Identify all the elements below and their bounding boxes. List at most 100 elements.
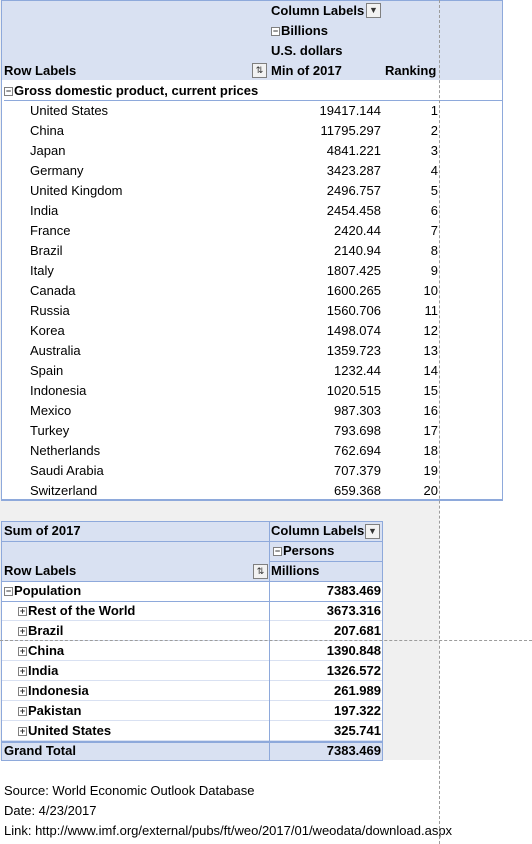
row-labels-header: Row Labels <box>4 63 77 78</box>
rank-cell: 5 <box>430 183 438 198</box>
collapse-icon[interactable]: − <box>273 546 282 557</box>
grand-total-label: Grand Total <box>4 743 76 758</box>
expand-icon[interactable]: + <box>18 626 27 637</box>
column-labels-cell <box>269 521 383 541</box>
gdp-value-cell: 1498.074 <box>326 323 381 338</box>
column-filter-button[interactable]: ▼ <box>366 3 381 18</box>
country-cell: Saudi Arabia <box>30 463 104 478</box>
column-labels-header-2: Column Labels <box>271 523 365 538</box>
t2-line-total <box>1 741 383 743</box>
blank-header-cell <box>1 541 269 561</box>
gdp-pivot-body <box>1 80 503 500</box>
source-note: Source: World Economic Outlook Database <box>4 783 255 798</box>
population-row-divider <box>1 680 383 681</box>
rank-cell: 4 <box>430 163 438 178</box>
gdp-value-cell: 3423.287 <box>326 163 381 178</box>
population-label-text: China <box>28 643 65 658</box>
expand-icon[interactable]: + <box>18 646 27 657</box>
country-cell: Turkey <box>30 423 70 438</box>
population-row-divider <box>1 700 383 701</box>
expand-icon[interactable]: + <box>18 606 27 617</box>
rank-cell: 19 <box>423 463 438 478</box>
gdp-value-cell: 1232.44 <box>334 363 381 378</box>
gdp-value-cell: 659.368 <box>334 483 381 498</box>
population-label-cell[interactable]: + Pakistan <box>18 701 81 721</box>
collapse-icon[interactable]: − <box>271 26 280 37</box>
t2-vline-right <box>382 521 383 761</box>
gdp-value-cell: 1359.723 <box>326 343 381 358</box>
gdp-value-cell: 4841.221 <box>326 143 381 158</box>
population-label-cell[interactable]: + India <box>18 661 58 681</box>
column-labels-header: Column Labels <box>271 3 365 18</box>
rank-cell: 8 <box>430 243 438 258</box>
gdp-value-cell: 1560.706 <box>326 303 381 318</box>
gdp-value-cell: 1807.425 <box>326 263 381 278</box>
t2-line-2 <box>269 561 383 562</box>
collapse-icon[interactable]: − <box>4 86 13 97</box>
t2-line-1b <box>269 541 383 542</box>
persons-group-header[interactable]: − Persons <box>273 543 335 558</box>
link-note[interactable]: Link: http://www.imf.org/external/pubs/f… <box>4 823 453 838</box>
gdp-value-cell: 987.303 <box>334 403 381 418</box>
millions-header: Millions <box>271 563 320 578</box>
rank-cell: 15 <box>423 383 438 398</box>
country-cell: Italy <box>30 263 54 278</box>
column-dropdown-button[interactable]: ▼ <box>365 524 380 539</box>
rank-cell: 6 <box>430 203 438 218</box>
gdp-value-cell: 707.379 <box>334 463 381 478</box>
gdp-value-cell: 11795.297 <box>320 123 382 138</box>
country-cell: Spain <box>30 363 64 378</box>
collapse-icon[interactable]: − <box>4 586 13 597</box>
country-cell: Switzerland <box>30 483 98 498</box>
rank-cell: 2 <box>430 123 438 138</box>
row-filter-button[interactable]: ⇅ <box>252 63 267 78</box>
gdp-value-cell: 2454.458 <box>326 203 381 218</box>
population-label-text: United States <box>28 723 112 738</box>
row-labels-cell <box>1 561 269 581</box>
population-value-cell: 197.322 <box>334 703 381 718</box>
population-label-cell[interactable]: + United States <box>18 721 111 741</box>
rank-cell: 7 <box>430 223 438 238</box>
gdp-group-row[interactable]: − Gross domestic product, current prices <box>4 81 503 101</box>
population-label-cell[interactable]: + Rest of the World <box>18 601 135 621</box>
date-note: Date: 4/23/2017 <box>4 803 97 818</box>
country-cell: Germany <box>30 163 84 178</box>
expand-icon[interactable]: + <box>18 706 27 717</box>
country-cell: France <box>30 223 71 238</box>
row-filter-button-2[interactable]: ⇅ <box>253 564 268 579</box>
population-pivot-table: Sum of 2017 Column Labels ▼ − Persons Row… <box>1 521 383 761</box>
rank-cell: 9 <box>430 263 438 278</box>
rank-cell: 1 <box>430 103 438 118</box>
pane-bottom <box>0 760 440 844</box>
unit-group-header[interactable]: − Billions <box>271 23 328 38</box>
country-cell: Japan <box>30 143 66 158</box>
gdp-value-cell: 1600.265 <box>326 283 381 298</box>
population-label-text: Rest of the World <box>28 603 136 618</box>
country-cell: United Kingdom <box>30 183 123 198</box>
population-label-cell[interactable]: + China <box>18 641 64 661</box>
rank-cell: 11 <box>424 303 439 318</box>
t2-line-1 <box>1 541 269 542</box>
population-row-divider <box>1 720 383 721</box>
population-label-cell[interactable]: + Brazil <box>18 621 63 641</box>
page-break-horizontal <box>0 640 532 641</box>
population-label-cell[interactable]: + Indonesia <box>18 681 89 701</box>
t2-line-top <box>1 521 383 522</box>
gdp-value-cell: 2140.94 <box>334 243 381 258</box>
population-value-cell: 3673.316 <box>326 603 381 618</box>
gdp-value-cell: 793.698 <box>334 423 381 438</box>
population-group-row[interactable]: − Population <box>4 583 82 598</box>
ranking-header: Ranking <box>385 63 437 78</box>
population-label-text: India <box>28 663 59 678</box>
expand-icon[interactable]: + <box>18 686 27 697</box>
rank-cell: 17 <box>423 423 438 438</box>
sum-header-cell <box>1 521 269 541</box>
rank-cell: 14 <box>423 363 438 378</box>
population-row-divider <box>1 660 383 661</box>
row-labels-header-2: Row Labels <box>4 563 77 578</box>
expand-icon[interactable]: + <box>18 666 27 677</box>
expand-icon[interactable]: + <box>18 726 27 737</box>
unit-subheader: U.S. dollars <box>271 43 343 58</box>
rank-cell: 20 <box>423 483 438 498</box>
millions-cell <box>269 561 383 581</box>
